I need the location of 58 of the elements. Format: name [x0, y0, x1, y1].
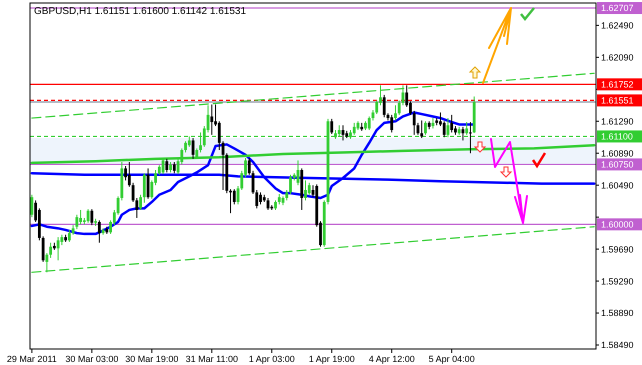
ref-line-label: 1.60750	[601, 160, 634, 170]
candlestick	[60, 234, 64, 246]
x-tick-label: 4 Apr 12:00	[368, 354, 415, 364]
candlestick	[236, 185, 240, 205]
candlestick	[56, 236, 60, 261]
x-tick-label: 29 Mar 2011	[6, 354, 57, 364]
chart-title: GBPUSD,H1 1.61151 1.61600 1.61142 1.61531	[34, 6, 246, 17]
y-tick-label: 1.62490	[601, 20, 634, 31]
candlestick	[266, 197, 270, 210]
candlestick	[274, 200, 277, 210]
candlestick	[462, 126, 464, 141]
candlestick	[278, 193, 281, 205]
y-tick-label: 1.58890	[601, 308, 634, 318]
candlestick	[75, 214, 78, 230]
ref-line-label: 1.61752	[601, 80, 634, 90]
candlestick	[259, 192, 262, 205]
ref-line-label: 1.61551	[601, 96, 634, 106]
y-tick-label: 1.62090	[601, 52, 634, 63]
y-tick-label: 1.61290	[601, 116, 634, 126]
candlestick	[146, 168, 150, 200]
candlestick	[304, 180, 307, 201]
candlestick	[98, 220, 101, 244]
candlestick	[416, 122, 420, 136]
candlestick	[79, 209, 82, 225]
candlestick	[172, 162, 176, 174]
candlestick	[368, 116, 371, 131]
y-tick-label: 1.59290	[601, 276, 634, 286]
candlestick	[375, 100, 378, 115]
y-tick-label: 1.60490	[601, 180, 634, 190]
candlestick	[90, 208, 94, 226]
x-tick-label: 1 Apr 03:00	[248, 354, 295, 364]
x-tick-label: 1 Apr 19:00	[308, 354, 355, 364]
candlestick	[165, 158, 168, 173]
candlestick	[296, 160, 300, 186]
candlestick	[30, 194, 34, 218]
candlestick	[139, 194, 142, 210]
candlestick	[398, 100, 401, 116]
candlestick	[469, 122, 472, 154]
ref-line-label: 1.62707	[601, 3, 634, 14]
y-tick-label: 1.59690	[601, 244, 634, 254]
y-tick-label: 1.58490	[601, 340, 634, 350]
y-tick-label: 1.60890	[601, 148, 634, 158]
x-tick-label: 31 Mar 11:00	[186, 354, 238, 364]
x-tick-label: 30 Mar 03:00	[65, 354, 118, 364]
candlestick	[86, 208, 90, 224]
ref-line-label: 1.61100	[601, 132, 633, 142]
x-tick-label: 30 Mar 19:00	[125, 354, 178, 364]
candlestick	[394, 104, 397, 121]
candlestick	[192, 138, 194, 160]
ref-line-label: 1.60000	[601, 220, 634, 230]
candlestick	[402, 84, 404, 106]
candlestick	[342, 124, 344, 141]
candlestick	[68, 229, 71, 242]
candlestick	[124, 166, 127, 181]
candlestick	[432, 118, 434, 129]
x-tick-label: 5 Apr 04:00	[428, 354, 475, 364]
candlestick	[420, 120, 424, 139]
candlestick	[169, 162, 172, 173]
